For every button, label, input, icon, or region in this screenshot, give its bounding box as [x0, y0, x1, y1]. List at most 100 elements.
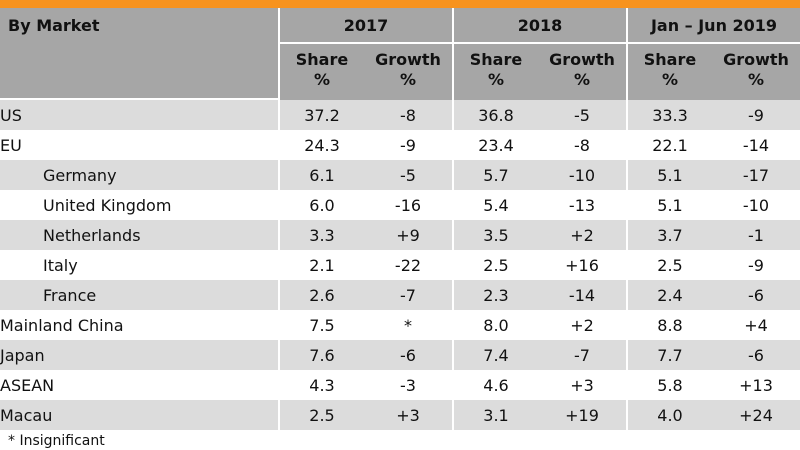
period-header-2017: 2017	[278, 8, 452, 44]
growth-cell: -10	[712, 190, 800, 220]
market-label: Italy	[0, 250, 278, 280]
growth-cell: -14	[712, 130, 800, 160]
share-cell: 2.1	[278, 250, 364, 280]
growth-cell: -5	[364, 160, 452, 190]
share-cell: 8.0	[452, 310, 538, 340]
market-label: ASEAN	[0, 370, 278, 400]
growth-cell: -6	[712, 340, 800, 370]
growth-cell: +2	[538, 220, 626, 250]
share-cell: 7.7	[626, 340, 712, 370]
header-row-periods: By Market 2017 2018 Jan – Jun 2019	[0, 8, 800, 100]
growth-cell: +16	[538, 250, 626, 280]
share-cell: 4.3	[278, 370, 364, 400]
growth-cell: -3	[364, 370, 452, 400]
market-label: Mainland China	[0, 310, 278, 340]
growth-cell: -9	[712, 100, 800, 130]
growth-cell: -13	[538, 190, 626, 220]
share-cell: 4.0	[626, 400, 712, 430]
growth-cell: +3	[364, 400, 452, 430]
share-cell: 3.3	[278, 220, 364, 250]
growth-cell: +9	[364, 220, 452, 250]
growth-cell: +4	[712, 310, 800, 340]
growth-cell: -7	[538, 340, 626, 370]
share-cell: 33.3	[626, 100, 712, 130]
table-row: United Kingdom 6.0 -16 5.4 -13 5.1 -10	[0, 190, 800, 220]
table-row: Germany 6.1 -5 5.7 -10 5.1 -17	[0, 160, 800, 190]
share-cell: 22.1	[626, 130, 712, 160]
by-market-header: By Market	[0, 8, 278, 100]
share-cell: 5.7	[452, 160, 538, 190]
share-cell: 7.4	[452, 340, 538, 370]
table-row: EU 24.3 -9 23.4 -8 22.1 -14	[0, 130, 800, 160]
growth-cell: +24	[712, 400, 800, 430]
table-row: Japan 7.6 -6 7.4 -7 7.7 -6	[0, 340, 800, 370]
share-cell: 3.1	[452, 400, 538, 430]
table-row: Macau 2.5 +3 3.1 +19 4.0 +24	[0, 400, 800, 430]
growth-cell: -10	[538, 160, 626, 190]
share-header: Share%	[626, 44, 712, 100]
growth-cell: -22	[364, 250, 452, 280]
share-cell: 36.8	[452, 100, 538, 130]
share-cell: 24.3	[278, 130, 364, 160]
market-label: Germany	[0, 160, 278, 190]
growth-header: Growth%	[712, 44, 800, 100]
market-label: Japan	[0, 340, 278, 370]
growth-cell: -8	[538, 130, 626, 160]
share-cell: 7.5	[278, 310, 364, 340]
share-header: Share%	[452, 44, 538, 100]
growth-cell: -6	[712, 280, 800, 310]
growth-cell: -8	[364, 100, 452, 130]
table-row: Netherlands 3.3 +9 3.5 +2 3.7 -1	[0, 220, 800, 250]
table-row: US 37.2 -8 36.8 -5 33.3 -9	[0, 100, 800, 130]
market-label: United Kingdom	[0, 190, 278, 220]
share-header: Share%	[278, 44, 364, 100]
share-cell: 2.5	[626, 250, 712, 280]
footnote: * Insignificant	[8, 433, 105, 449]
table-row: ASEAN 4.3 -3 4.6 +3 5.8 +13	[0, 370, 800, 400]
market-label: US	[0, 100, 278, 130]
growth-cell: -7	[364, 280, 452, 310]
share-cell: 7.6	[278, 340, 364, 370]
growth-header: Growth%	[538, 44, 626, 100]
growth-cell: +19	[538, 400, 626, 430]
market-label: Macau	[0, 400, 278, 430]
table-row: Italy 2.1 -22 2.5 +16 2.5 -9	[0, 250, 800, 280]
share-cell: 5.4	[452, 190, 538, 220]
table-body: US 37.2 -8 36.8 -5 33.3 -9 EU 24.3 -9 23.4 -8 22.1 -1…	[0, 100, 800, 430]
growth-cell: -16	[364, 190, 452, 220]
share-cell: 5.1	[626, 190, 712, 220]
table-row: France 2.6 -7 2.3 -14 2.4 -6	[0, 280, 800, 310]
share-cell: 3.7	[626, 220, 712, 250]
growth-cell: *	[364, 310, 452, 340]
growth-cell: +3	[538, 370, 626, 400]
share-cell: 3.5	[452, 220, 538, 250]
growth-cell: -17	[712, 160, 800, 190]
growth-cell: -9	[712, 250, 800, 280]
share-cell: 2.4	[626, 280, 712, 310]
growth-cell: -5	[538, 100, 626, 130]
growth-cell: +2	[538, 310, 626, 340]
orange-accent-bar	[0, 0, 800, 8]
growth-cell: -14	[538, 280, 626, 310]
share-cell: 2.6	[278, 280, 364, 310]
share-cell: 2.5	[278, 400, 364, 430]
period-header-jan-jun-2019: Jan – Jun 2019	[626, 8, 800, 44]
share-cell: 23.4	[452, 130, 538, 160]
market-label: EU	[0, 130, 278, 160]
share-cell: 8.8	[626, 310, 712, 340]
share-cell: 37.2	[278, 100, 364, 130]
growth-header: Growth%	[364, 44, 452, 100]
growth-cell: -1	[712, 220, 800, 250]
growth-cell: -9	[364, 130, 452, 160]
share-cell: 5.1	[626, 160, 712, 190]
market-label: Netherlands	[0, 220, 278, 250]
share-cell: 2.5	[452, 250, 538, 280]
growth-cell: +13	[712, 370, 800, 400]
period-header-2018: 2018	[452, 8, 626, 44]
header-row-metrics: Share% Growth% Share% Growth% Share% Gro…	[0, 44, 800, 100]
share-cell: 2.3	[452, 280, 538, 310]
share-cell: 4.6	[452, 370, 538, 400]
share-cell: 6.1	[278, 160, 364, 190]
share-cell: 5.8	[626, 370, 712, 400]
market-label: France	[0, 280, 278, 310]
